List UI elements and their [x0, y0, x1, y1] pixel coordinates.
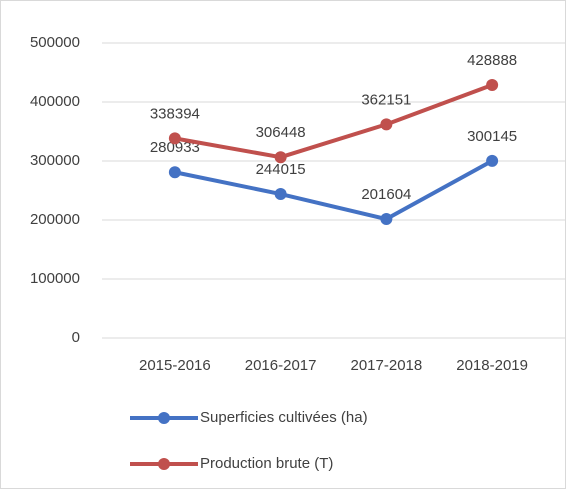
data-label: 300145 [467, 128, 517, 145]
data-label: 362151 [361, 91, 411, 108]
data-point [380, 213, 393, 226]
data-point [380, 118, 393, 131]
y-tick-label: 500000 [30, 34, 80, 51]
data-point [486, 154, 499, 167]
data-point [486, 78, 499, 91]
legend-marker [158, 458, 170, 470]
series-line [174, 83, 493, 160]
data-label: 338394 [150, 105, 200, 122]
legend-label: Production brute (T) [200, 455, 333, 472]
data-label: 428888 [467, 52, 517, 69]
series-line [174, 159, 494, 222]
y-tick-label: 100000 [30, 270, 80, 287]
data-point [274, 188, 287, 201]
data-point [168, 166, 181, 179]
data-point [274, 151, 287, 164]
x-tick-label: 2018-2019 [456, 357, 528, 374]
data-point [168, 132, 181, 145]
y-tick-label: 400000 [30, 93, 80, 110]
x-tick-label: 2015-2016 [139, 357, 211, 374]
data-label: 280933 [150, 139, 200, 156]
x-tick-label: 2017-2018 [351, 357, 423, 374]
x-tick-label: 2016-2017 [245, 357, 317, 374]
legend-marker [158, 412, 170, 424]
y-tick-label: 0 [72, 329, 80, 346]
data-label: 244015 [256, 161, 306, 178]
y-tick-label: 300000 [30, 152, 80, 169]
y-tick-label: 200000 [30, 211, 80, 228]
legend-label: Superficies cultivées (ha) [200, 409, 368, 426]
data-label: 201604 [361, 186, 411, 203]
data-label: 306448 [256, 124, 306, 141]
